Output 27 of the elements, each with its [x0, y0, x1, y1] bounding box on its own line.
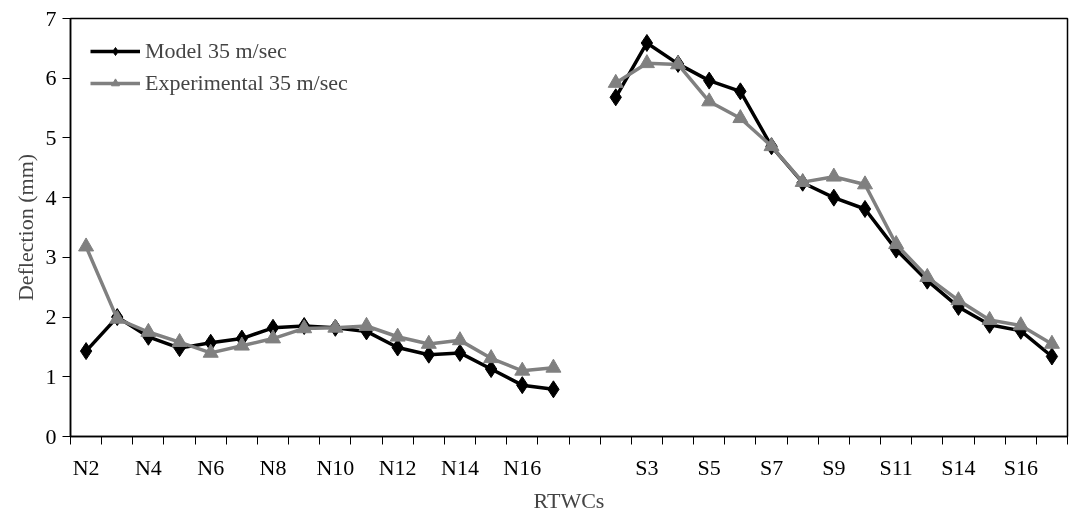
y-tick-label: 0	[45, 423, 57, 449]
x-axis-title: RTWCs	[533, 487, 605, 513]
x-tick-label: S11	[879, 454, 913, 480]
x-tick-label: N12	[378, 454, 417, 480]
x-tick-label: N8	[259, 454, 287, 480]
y-tick-label: 6	[45, 65, 57, 91]
x-tick-label: N10	[316, 454, 355, 480]
x-tick-label: N16	[503, 454, 542, 480]
y-tick-label: 1	[45, 363, 57, 389]
y-tick-label: 3	[45, 244, 57, 270]
legend-label: Experimental 35 m/sec	[145, 70, 348, 96]
y-tick-label: 4	[45, 184, 57, 210]
legend-label: Model 35 m/sec	[145, 38, 287, 64]
x-tick-label: S5	[697, 454, 721, 480]
x-tick-label: N2	[72, 454, 100, 480]
x-tick-label: N14	[441, 454, 479, 480]
x-tick-label: S9	[822, 454, 846, 480]
y-tick-label: 2	[45, 304, 57, 330]
x-tick-label: N6	[197, 454, 225, 480]
x-tick-label: S16	[1003, 454, 1038, 480]
y-tick-label: 7	[45, 5, 57, 31]
x-tick-label: S7	[759, 454, 784, 480]
y-axis-title: Deflection (mm)	[12, 153, 38, 302]
x-tick-label: S14	[941, 454, 976, 480]
x-tick-label: S3	[635, 454, 659, 480]
y-tick-label: 5	[45, 124, 57, 150]
x-tick-label: N4	[134, 454, 162, 480]
